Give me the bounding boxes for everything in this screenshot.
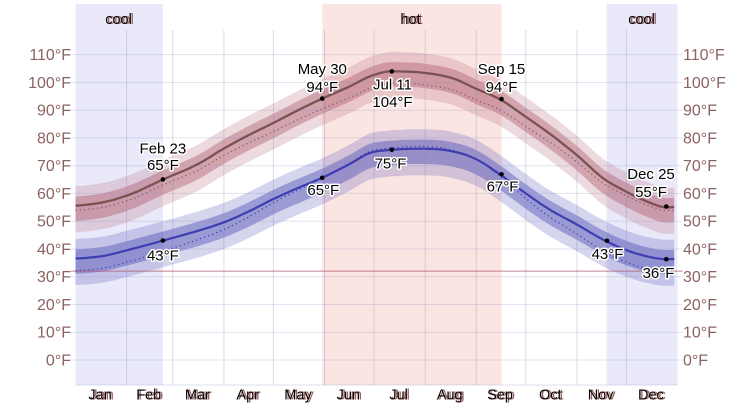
svg-text:30°F: 30°F xyxy=(37,269,71,286)
svg-text:Sep: Sep xyxy=(487,388,513,404)
svg-text:Dec: Dec xyxy=(638,388,664,404)
svg-text:65°F: 65°F xyxy=(147,157,179,174)
svg-text:20°F: 20°F xyxy=(683,297,717,314)
svg-text:hot: hot xyxy=(400,12,420,28)
svg-text:110°F: 110°F xyxy=(683,47,725,64)
svg-text:Jan: Jan xyxy=(90,388,113,404)
svg-text:Sep 15: Sep 15 xyxy=(478,61,526,78)
svg-text:60°F: 60°F xyxy=(683,186,717,203)
svg-text:43°F: 43°F xyxy=(592,246,624,263)
svg-text:10°F: 10°F xyxy=(37,325,71,342)
svg-text:Apr: Apr xyxy=(238,388,261,404)
svg-text:cool: cool xyxy=(628,12,655,28)
svg-text:40°F: 40°F xyxy=(683,242,717,259)
svg-text:hot: hot xyxy=(402,12,422,28)
svg-text:55°F: 55°F xyxy=(635,184,667,201)
svg-text:100°F: 100°F xyxy=(28,75,71,92)
svg-text:cool: cool xyxy=(630,12,657,28)
svg-text:Nov: Nov xyxy=(588,388,615,404)
svg-text:Feb: Feb xyxy=(138,388,163,404)
svg-text:May: May xyxy=(284,388,312,404)
svg-text:94°F: 94°F xyxy=(306,79,338,96)
svg-text:36°F: 36°F xyxy=(643,265,675,282)
svg-text:Jul 11: Jul 11 xyxy=(373,77,412,94)
svg-text:Jun: Jun xyxy=(339,388,362,404)
svg-text:Dec 25: Dec 25 xyxy=(627,166,675,183)
svg-text:May: May xyxy=(286,388,314,404)
svg-text:30°F: 30°F xyxy=(683,269,717,286)
svg-text:110°F: 110°F xyxy=(29,47,71,64)
svg-text:Sep: Sep xyxy=(489,388,515,404)
svg-text:65°F: 65°F xyxy=(307,182,339,199)
svg-text:94°F: 94°F xyxy=(486,79,518,96)
svg-text:Oct: Oct xyxy=(541,388,564,404)
svg-text:10°F: 10°F xyxy=(683,325,717,342)
svg-text:70°F: 70°F xyxy=(37,158,71,175)
svg-text:Dec: Dec xyxy=(640,388,666,404)
svg-text:Apr: Apr xyxy=(236,388,259,404)
svg-text:75°F: 75°F xyxy=(375,156,407,173)
svg-text:50°F: 50°F xyxy=(37,214,71,231)
svg-text:Mar: Mar xyxy=(185,388,210,404)
svg-text:80°F: 80°F xyxy=(683,130,717,147)
svg-text:Aug: Aug xyxy=(439,388,465,404)
svg-text:Nov: Nov xyxy=(590,388,617,404)
svg-text:100°F: 100°F xyxy=(683,75,726,92)
svg-text:90°F: 90°F xyxy=(683,103,717,120)
svg-text:cool: cool xyxy=(105,12,132,28)
svg-text:Feb: Feb xyxy=(136,388,161,404)
svg-text:0°F: 0°F xyxy=(683,353,708,370)
svg-text:cool: cool xyxy=(107,12,134,28)
svg-text:May 30: May 30 xyxy=(298,61,347,78)
svg-text:0°F: 0°F xyxy=(46,353,71,370)
svg-text:80°F: 80°F xyxy=(37,130,71,147)
svg-text:20°F: 20°F xyxy=(37,297,71,314)
svg-text:Jun: Jun xyxy=(337,388,360,404)
svg-text:Feb 23: Feb 23 xyxy=(140,141,187,158)
svg-text:67°F: 67°F xyxy=(487,179,519,196)
svg-text:70°F: 70°F xyxy=(683,158,717,175)
svg-text:43°F: 43°F xyxy=(147,248,179,265)
svg-text:50°F: 50°F xyxy=(683,214,717,231)
svg-text:40°F: 40°F xyxy=(37,242,71,259)
svg-text:60°F: 60°F xyxy=(37,186,71,203)
svg-text:Jul: Jul xyxy=(389,388,408,404)
svg-text:Jan: Jan xyxy=(88,388,111,404)
svg-text:Mar: Mar xyxy=(187,388,212,404)
svg-text:90°F: 90°F xyxy=(37,103,71,120)
svg-text:Aug: Aug xyxy=(437,388,463,404)
svg-text:Oct: Oct xyxy=(539,388,562,404)
svg-text:Jul: Jul xyxy=(391,388,410,404)
svg-text:104°F: 104°F xyxy=(372,94,412,111)
